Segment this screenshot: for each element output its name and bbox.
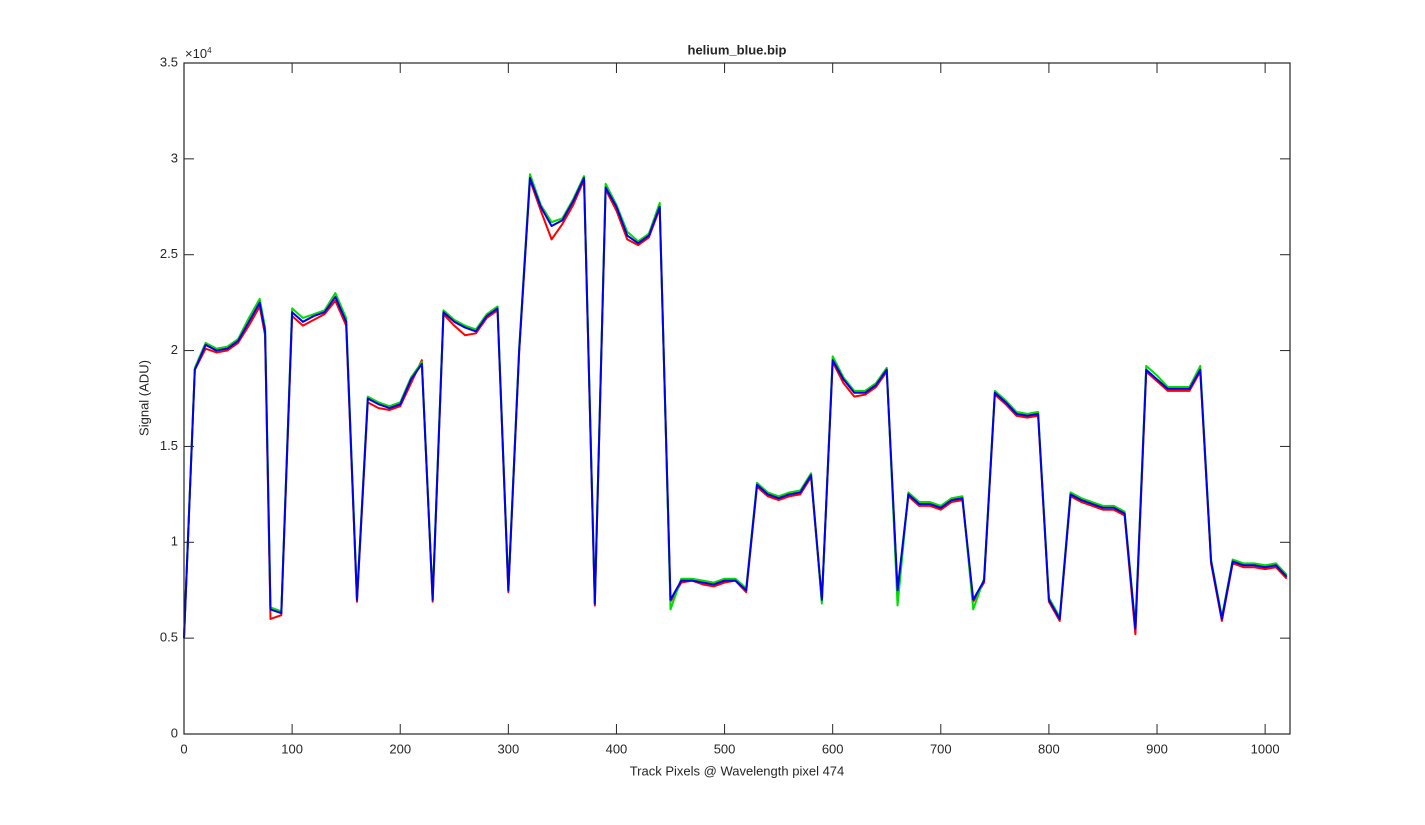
- plot-frame: [183, 62, 1291, 735]
- series-line: [183, 177, 1288, 639]
- y-axis-label: Signal (ADU): [136, 360, 151, 436]
- chart-title: helium_blue.bip: [688, 42, 787, 57]
- x-tick-label: 800: [1038, 741, 1060, 756]
- y-tick-label: 0: [171, 725, 178, 740]
- y-multiplier: ×104: [185, 46, 212, 61]
- x-tick-label: 0: [180, 741, 187, 756]
- y-tick-label: 1: [171, 534, 178, 549]
- x-tick-label: 500: [714, 741, 736, 756]
- multiplier-exponent: 4: [207, 46, 212, 55]
- x-tick-label: 400: [606, 741, 628, 756]
- y-tick-label: 2: [171, 342, 178, 357]
- x-tick-label: 900: [1146, 741, 1168, 756]
- x-tick-label: 1000: [1251, 741, 1280, 756]
- x-tick-label: 700: [930, 741, 952, 756]
- x-tick-label: 300: [497, 741, 519, 756]
- y-tick-label: 2.5: [160, 246, 178, 261]
- y-tick-label: 1.5: [160, 438, 178, 453]
- x-tick-label: 600: [822, 741, 844, 756]
- y-tick-label: 3: [171, 150, 178, 165]
- x-tick-label: 100: [281, 741, 303, 756]
- y-tick-label: 0.5: [160, 630, 178, 645]
- x-tick-label: 200: [389, 741, 411, 756]
- y-tick-label: 3.5: [160, 54, 178, 69]
- x-axis-label: Track Pixels @ Wavelength pixel 474: [630, 763, 845, 778]
- multiplier-base: ×10: [185, 46, 207, 61]
